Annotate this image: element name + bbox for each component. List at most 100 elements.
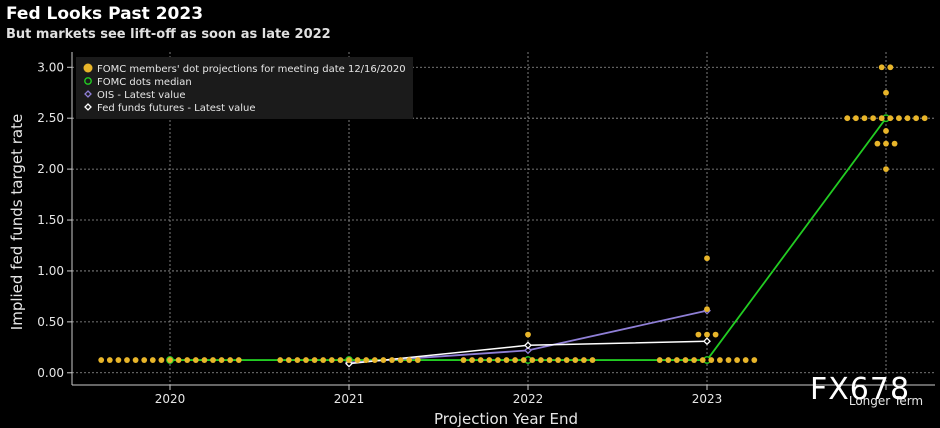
fomc-dot [887, 115, 894, 122]
watermark: FX678 [810, 372, 911, 407]
fomc-dot [337, 357, 344, 363]
fomc-dot [874, 140, 881, 147]
fomc-dot [184, 357, 191, 363]
fomc-dot [870, 115, 876, 122]
fomc-dot [414, 357, 421, 363]
fomc-dot [717, 357, 723, 363]
fomc-dot [201, 357, 208, 363]
fomc-dot [363, 357, 370, 363]
legend-futures-icon [84, 103, 92, 111]
fomc-dot [192, 357, 199, 363]
fomc-dot [896, 115, 902, 122]
x-axis-title: Projection Year End [434, 410, 578, 428]
fomc-dot [883, 128, 889, 134]
fomc-dot [589, 357, 596, 363]
fomc-dot [218, 357, 225, 363]
fomc-dot [581, 357, 587, 363]
y-tick-label: 2.00 [37, 162, 64, 176]
legend-ois-icon [84, 90, 92, 98]
fomc-dot [460, 357, 467, 363]
fomc-dot [878, 64, 885, 71]
legend-box [76, 57, 413, 119]
chart-title: Fed Looks Past 2023 [6, 4, 204, 24]
legend-entry: OIS - Latest value [97, 90, 186, 101]
fomc-dot [665, 357, 672, 363]
futures-point [524, 341, 532, 350]
legend-entry: FOMC members' dot projections for meetin… [97, 64, 406, 75]
dots-layer [98, 64, 928, 363]
fomc-dot [861, 115, 868, 122]
fomc-dot [346, 357, 352, 363]
fomc-dot [106, 357, 113, 363]
fomc-dot [891, 140, 898, 147]
fomc-dot [328, 357, 335, 363]
x-tick-label: 2023 [692, 392, 723, 406]
fomc-dot [469, 357, 475, 363]
fomc-dot [495, 357, 501, 363]
x-tick-label: 2020 [155, 392, 186, 406]
fomc-dot [704, 331, 710, 338]
fomc-dot [699, 357, 706, 363]
y-tick-label: 3.00 [37, 60, 64, 74]
median-line [170, 117, 887, 361]
fomc-dot [883, 89, 889, 96]
fomc-dot [486, 357, 493, 363]
fomc-dot [98, 357, 105, 363]
fomc-dot [149, 357, 156, 363]
fomc-dot [751, 357, 758, 363]
legend-entry: FOMC dots median [97, 77, 192, 88]
fomc-dot [132, 357, 139, 363]
fomc-dot [158, 357, 165, 363]
fomc-dot [311, 357, 318, 363]
fomc-dot [406, 357, 413, 363]
fomc-dot [708, 357, 715, 363]
fomc-dot [844, 115, 851, 122]
fomc-dot [354, 357, 361, 363]
legend-dot-icon [83, 63, 93, 73]
x-tick-label: 2021 [334, 392, 365, 406]
fomc-dot [656, 357, 663, 363]
fomc-dot [883, 140, 889, 147]
fomc-dot [397, 357, 404, 363]
fomc-dot [887, 64, 894, 71]
fomc-dot [572, 357, 579, 363]
fomc-dot [115, 357, 122, 363]
fomc-dot [913, 115, 919, 122]
legend: FOMC members' dot projections for meetin… [76, 57, 413, 119]
fomc-dot [878, 115, 885, 122]
legend-median-icon [84, 77, 92, 85]
fomc-dot [477, 357, 484, 363]
y-tick-label: 0.50 [37, 315, 64, 329]
fomc-dot [883, 166, 889, 173]
fomc-dot [712, 331, 719, 338]
chart-subtitle: But markets see lift-off as soon as late… [6, 27, 331, 42]
fomc-dot [389, 357, 395, 363]
fomc-dot [725, 357, 732, 363]
fomc-dot [210, 357, 216, 363]
fomc-dot [380, 357, 387, 363]
fomc-dot [853, 115, 859, 122]
x-tick-label: 2022 [513, 392, 544, 406]
y-tick-label: 0.00 [37, 366, 64, 380]
fomc-dot [294, 357, 301, 363]
fomc-dot [682, 357, 689, 363]
fomc-dot [141, 357, 148, 363]
futures-point [703, 337, 711, 346]
fomc-dot [175, 357, 182, 363]
y-tick-label: 1.00 [37, 264, 64, 278]
fomc-dot [742, 357, 749, 363]
fomc-dot [371, 357, 378, 363]
fomc-dot [904, 115, 911, 122]
axis-layer: 0.00 0.50 1.00 1.50 2.00 2.50 3.00 2020 2021 2022… [8, 52, 935, 428]
fomc-dot [563, 357, 570, 363]
fomc-dot [921, 115, 928, 122]
fomc-dot [303, 357, 309, 363]
y-tick-label: 1.50 [37, 213, 64, 227]
x-tick-label: Longer Term [849, 394, 923, 408]
fomc-dot [674, 357, 680, 363]
grid-layer [72, 52, 935, 385]
fomc-dot [503, 357, 510, 363]
fomc-dot [704, 306, 710, 313]
fomc-dot [695, 331, 702, 338]
